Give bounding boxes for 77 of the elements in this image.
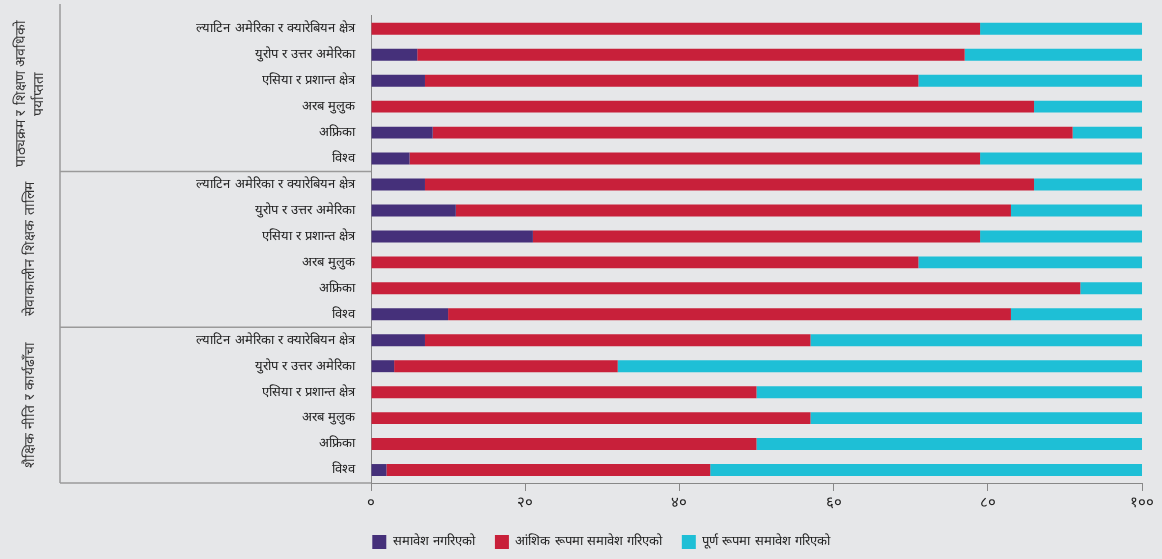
text: शैक्षिक नीति र कार्यढाँचा	[20, 341, 37, 469]
y-tick-label: ल्याटिन अमेरिका र क्यारेबियन क्षेत्र	[196, 20, 356, 36]
bar	[980, 230, 1142, 243]
bar	[1080, 282, 1142, 295]
x-tick-label: २०	[517, 492, 534, 511]
bar	[448, 308, 1011, 321]
legend-label: पूर्ण रूपमा समावेश गरिएको	[702, 533, 831, 550]
bar	[409, 152, 981, 165]
text: पाठ्यक्रम र शिक्षण अवधिको पर्याप्तता	[11, 19, 46, 168]
x-tick-label: ४०	[671, 492, 688, 511]
bar	[455, 204, 1011, 217]
y-tick-label: अरब मुलुक	[301, 98, 356, 115]
bar	[371, 334, 425, 347]
y-tick-label: ल्याटिन अमेरिका र क्यारेबियन क्षेत्र	[196, 175, 356, 191]
bar	[710, 464, 1142, 476]
bar	[371, 48, 418, 61]
bar	[371, 412, 811, 425]
y-tick-label: एसिया र प्रशान्त क्षेत्र	[261, 227, 356, 243]
y-tick-label: अफ्रिका	[319, 123, 356, 139]
bar	[371, 230, 533, 243]
bar	[1010, 204, 1142, 217]
bar	[371, 282, 1081, 295]
bar	[386, 464, 711, 476]
bar	[756, 438, 1142, 451]
bar	[371, 256, 919, 269]
bar	[394, 360, 618, 373]
y-tick-label: विश्व	[332, 461, 356, 477]
x-tick-label: १००	[1130, 492, 1154, 511]
text: सेवाकालीन शिक्षक तालिम	[20, 181, 37, 317]
y-tick-label: अफ्रिका	[319, 435, 356, 451]
bar	[756, 386, 1142, 399]
y-tick-label: एसिया र प्रशान्त क्षेत्र	[261, 72, 356, 88]
bar	[424, 178, 1035, 191]
bar	[964, 48, 1142, 61]
bar	[1072, 126, 1142, 139]
bar	[371, 386, 757, 399]
y-tick-label: युरोप र उत्तर अमेरिका	[254, 201, 356, 218]
bar	[417, 48, 965, 61]
bar	[371, 360, 395, 373]
bar	[810, 334, 1142, 347]
bar	[1034, 100, 1142, 113]
bar	[371, 152, 410, 165]
y-tick-label: विश्व	[332, 149, 356, 165]
y-tick-label: अरब मुलुक	[301, 409, 356, 426]
bar	[918, 256, 1142, 269]
bar	[1010, 308, 1142, 321]
x-tick-label: ०	[367, 492, 375, 511]
bar	[371, 22, 981, 35]
y-tick-label: अफ्रिका	[319, 279, 356, 295]
bar	[617, 360, 1142, 373]
y-tick-label: एसिया र प्रशान्त क्षेत्र	[261, 383, 356, 399]
bar	[371, 464, 387, 476]
x-tick-label: ६०	[825, 492, 842, 511]
bar	[424, 74, 919, 87]
bar	[371, 178, 425, 191]
y-tick-label: ल्याटिन अमेरिका र क्यारेबियन क्षेत्र	[196, 331, 356, 347]
bar	[532, 230, 981, 243]
bar	[918, 74, 1142, 87]
y-tick-label: विश्व	[332, 305, 356, 321]
bar	[371, 100, 1035, 113]
bar	[432, 126, 1073, 139]
legend-label: समावेश नगरिएको	[392, 533, 476, 549]
bar	[980, 22, 1142, 35]
bar	[371, 126, 433, 139]
y-tick-label: युरोप र उत्तर अमेरिका	[254, 46, 356, 63]
bar	[980, 152, 1142, 165]
bar	[810, 412, 1142, 425]
bar	[424, 334, 811, 347]
bar	[371, 204, 456, 217]
x-tick-label: ८०	[979, 492, 996, 511]
legend-label: आंशिक रूपमा समावेश गरिएको	[515, 533, 663, 549]
bar	[1034, 178, 1142, 191]
bar	[371, 438, 757, 451]
bar	[371, 74, 425, 87]
bar	[371, 308, 449, 321]
y-tick-label: अरब मुलुक	[301, 253, 356, 270]
y-tick-label: युरोप र उत्तर अमेरिका	[254, 357, 356, 374]
